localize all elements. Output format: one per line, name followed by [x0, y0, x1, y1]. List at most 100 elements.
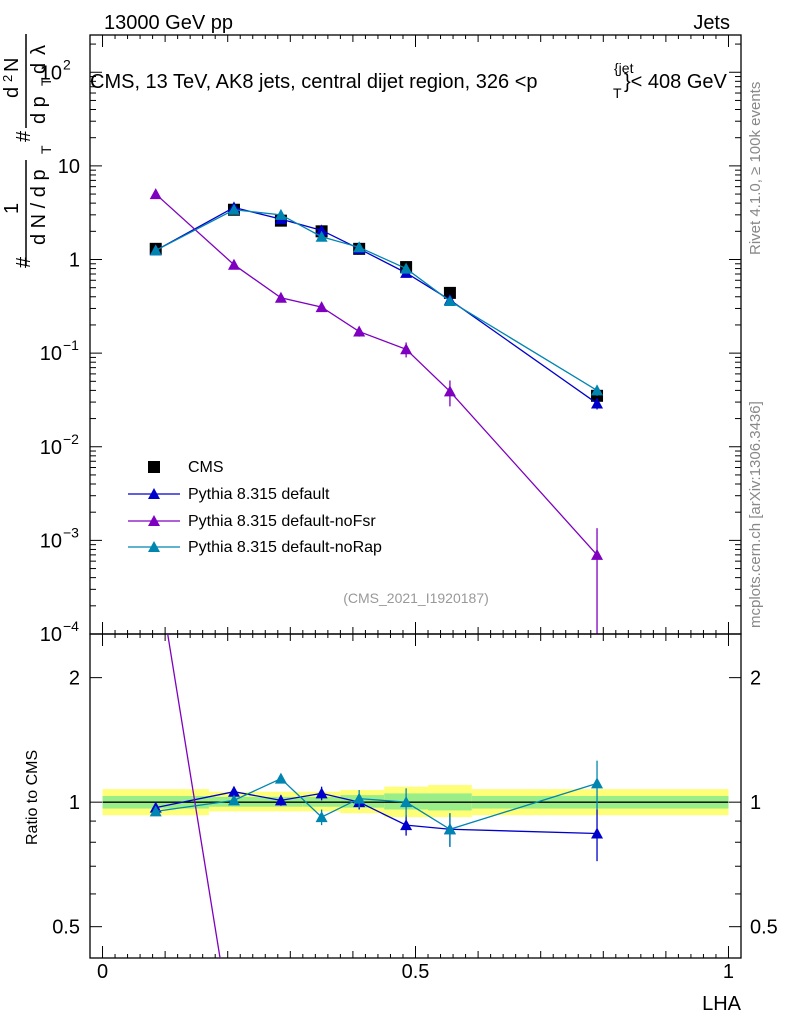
ratio-point-pythia-8-315-default	[274, 794, 287, 806]
legend-marker-nofsr	[148, 515, 160, 526]
mcplots-label: mcplots.cern.ch [arXiv:1306.3436]	[747, 401, 764, 628]
y-tick-base: 10	[40, 624, 62, 646]
svg-text:N: N	[1, 58, 23, 72]
series-point-pythia-8-315-default	[315, 224, 328, 236]
ratio-point-pythia-8-315-default	[315, 787, 328, 799]
svg-text:#: #	[13, 256, 35, 268]
ratio-line-pythia-8-315-default	[155, 791, 598, 835]
ratio-point-pythia-8-315-default-norap	[400, 796, 413, 808]
svg-text:T: T	[38, 145, 54, 154]
svg-text:{jet: {jet	[614, 60, 634, 76]
y-tick-base: 10	[58, 156, 80, 178]
ratio-point-pythia-8-315-default-norap	[443, 823, 456, 835]
series-line-pythia-8-315-default-nofsr	[155, 193, 598, 556]
svg-text:}< 408 GeV: }< 408 GeV	[624, 71, 728, 93]
x-tick-label-2: 1	[723, 961, 734, 983]
ratio-point-pythia-8-315-default-norap	[353, 792, 366, 804]
series-point-pythia-8-315-default-nofsr	[443, 385, 456, 397]
series-point-pythia-8-315-default-nofsr	[400, 343, 413, 355]
xlabel: LHA	[702, 993, 742, 1015]
ratio-point-pythia-8-315-default-norap	[591, 777, 604, 789]
main-ylabel: # 1 d N / d p T # d 2 N d p T d λ	[0, 34, 54, 268]
ratio-point-pythia-8-315-default-norap	[274, 772, 287, 784]
analysis-id: (CMS_2021_I1920187)	[343, 590, 489, 606]
series-line-pythia-8-315-default	[155, 206, 598, 404]
svg-text:T: T	[613, 85, 622, 101]
series-point-pythia-8-315-default-nofsr	[149, 188, 162, 200]
y-tick-exp: −1	[63, 337, 79, 353]
svg-text:d N / d p: d N / d p	[28, 169, 50, 245]
ratio-point-pythia-8-315-default	[400, 819, 413, 831]
svg-text:2: 2	[0, 75, 15, 82]
category-label: Jets	[693, 12, 730, 34]
rivet-label: Rivet 4.1.0, ≥ 100k events	[747, 82, 764, 255]
legend-marker-default	[148, 488, 160, 499]
legend-marker-cms	[148, 461, 160, 473]
y-tick-label-0: 10 2	[40, 56, 71, 84]
legend-marker-norap	[148, 541, 160, 552]
ratio-y-tick-label-0: 2	[69, 668, 80, 690]
series-point-pythia-8-315-default-nofsr	[591, 548, 604, 560]
svg-text:1: 1	[1, 203, 23, 214]
y-tick-base: 10	[40, 530, 62, 552]
cms-point-6	[443, 286, 456, 299]
main-title: CMS, 13 TeV, AK8 jets, central dijet reg…	[90, 60, 728, 101]
series-point-pythia-8-315-default-norap	[400, 262, 413, 274]
series-point-pythia-8-315-default-nofsr	[315, 301, 328, 313]
y-tick-label-6: 10 −4	[40, 618, 79, 646]
ratio-line-pythia-8-315-default-norap	[155, 777, 598, 830]
y-tick-label-3: 10 −1	[40, 337, 79, 365]
x-tick-label-1: 0.5	[402, 961, 430, 983]
svg-text:d: d	[1, 87, 23, 98]
x-tick-label-0: 0	[97, 961, 108, 983]
series-line-pythia-8-315-default-norap	[155, 209, 598, 391]
y-tick-base: 1	[69, 250, 80, 272]
ratio-point-pythia-8-315-default-norap	[149, 805, 162, 817]
y-tick-label-4: 10 −2	[40, 431, 79, 459]
legend: CMS Pythia 8.315 default Pythia 8.315 de…	[128, 459, 382, 556]
ratio-point-pythia-8-315-default	[227, 785, 240, 797]
svg-text:CMS, 13 TeV, AK8 jets, central: CMS, 13 TeV, AK8 jets, central dijet reg…	[90, 71, 538, 93]
legend-label-norap: Pythia 8.315 default-noRap	[188, 539, 382, 556]
ratio-y-tick-label-right-2: 0.5	[750, 917, 778, 939]
legend-label-nofsr: Pythia 8.315 default-noFsr	[188, 513, 376, 530]
ratio-ylabel: Ratio to CMS	[24, 750, 41, 845]
ratio-line-pythia-8-315-default-nofsr	[167, 634, 221, 958]
series-point-pythia-8-315-default-norap	[443, 295, 456, 307]
svg-text:d p: d p	[28, 96, 50, 124]
svg-text:T: T	[38, 77, 54, 86]
ratio-y-tick-label-right-0: 2	[750, 668, 761, 690]
ratio-point-pythia-8-315-default-norap	[227, 794, 240, 806]
y-tick-base: 10	[40, 62, 62, 84]
ratio-y-tick-label-1: 1	[69, 792, 80, 814]
legend-label-cms: CMS	[188, 459, 224, 476]
series-point-pythia-8-315-default-nofsr	[227, 258, 240, 270]
series-point-pythia-8-315-default-nofsr	[353, 325, 366, 337]
series-point-pythia-8-315-default-norap	[315, 230, 328, 242]
series-point-pythia-8-315-default-norap	[353, 241, 366, 253]
y-tick-exp: 2	[63, 56, 71, 72]
y-tick-base: 10	[40, 343, 62, 365]
series-point-pythia-8-315-default-norap	[591, 384, 604, 396]
y-tick-exp: −3	[63, 524, 79, 540]
series-point-pythia-8-315-default	[591, 397, 604, 409]
series-point-pythia-8-315-default-norap	[274, 208, 287, 220]
series-point-pythia-8-315-default-nofsr	[274, 291, 287, 303]
series-point-pythia-8-315-default-norap	[149, 244, 162, 256]
svg-text:λ: λ	[28, 45, 50, 55]
y-tick-exp: −4	[63, 618, 79, 634]
ratio-y-tick-label-2: 0.5	[52, 917, 80, 939]
y-tick-label-2: 1	[69, 250, 80, 272]
svg-text:#: #	[13, 130, 35, 142]
series-point-pythia-8-315-default-norap	[227, 203, 240, 215]
svg-text:d: d	[28, 63, 50, 74]
y-tick-base: 10	[40, 437, 62, 459]
ratio-y-tick-label-right-1: 1	[750, 792, 761, 814]
ratio-point-pythia-8-315-default	[591, 827, 604, 839]
ratio-point-pythia-8-315-default-norap	[315, 811, 328, 823]
energy-label: 13000 GeV pp	[104, 12, 233, 34]
y-tick-label-1: 10	[58, 156, 80, 178]
y-tick-label-5: 10 −3	[40, 524, 79, 552]
y-tick-exp: −2	[63, 431, 79, 447]
